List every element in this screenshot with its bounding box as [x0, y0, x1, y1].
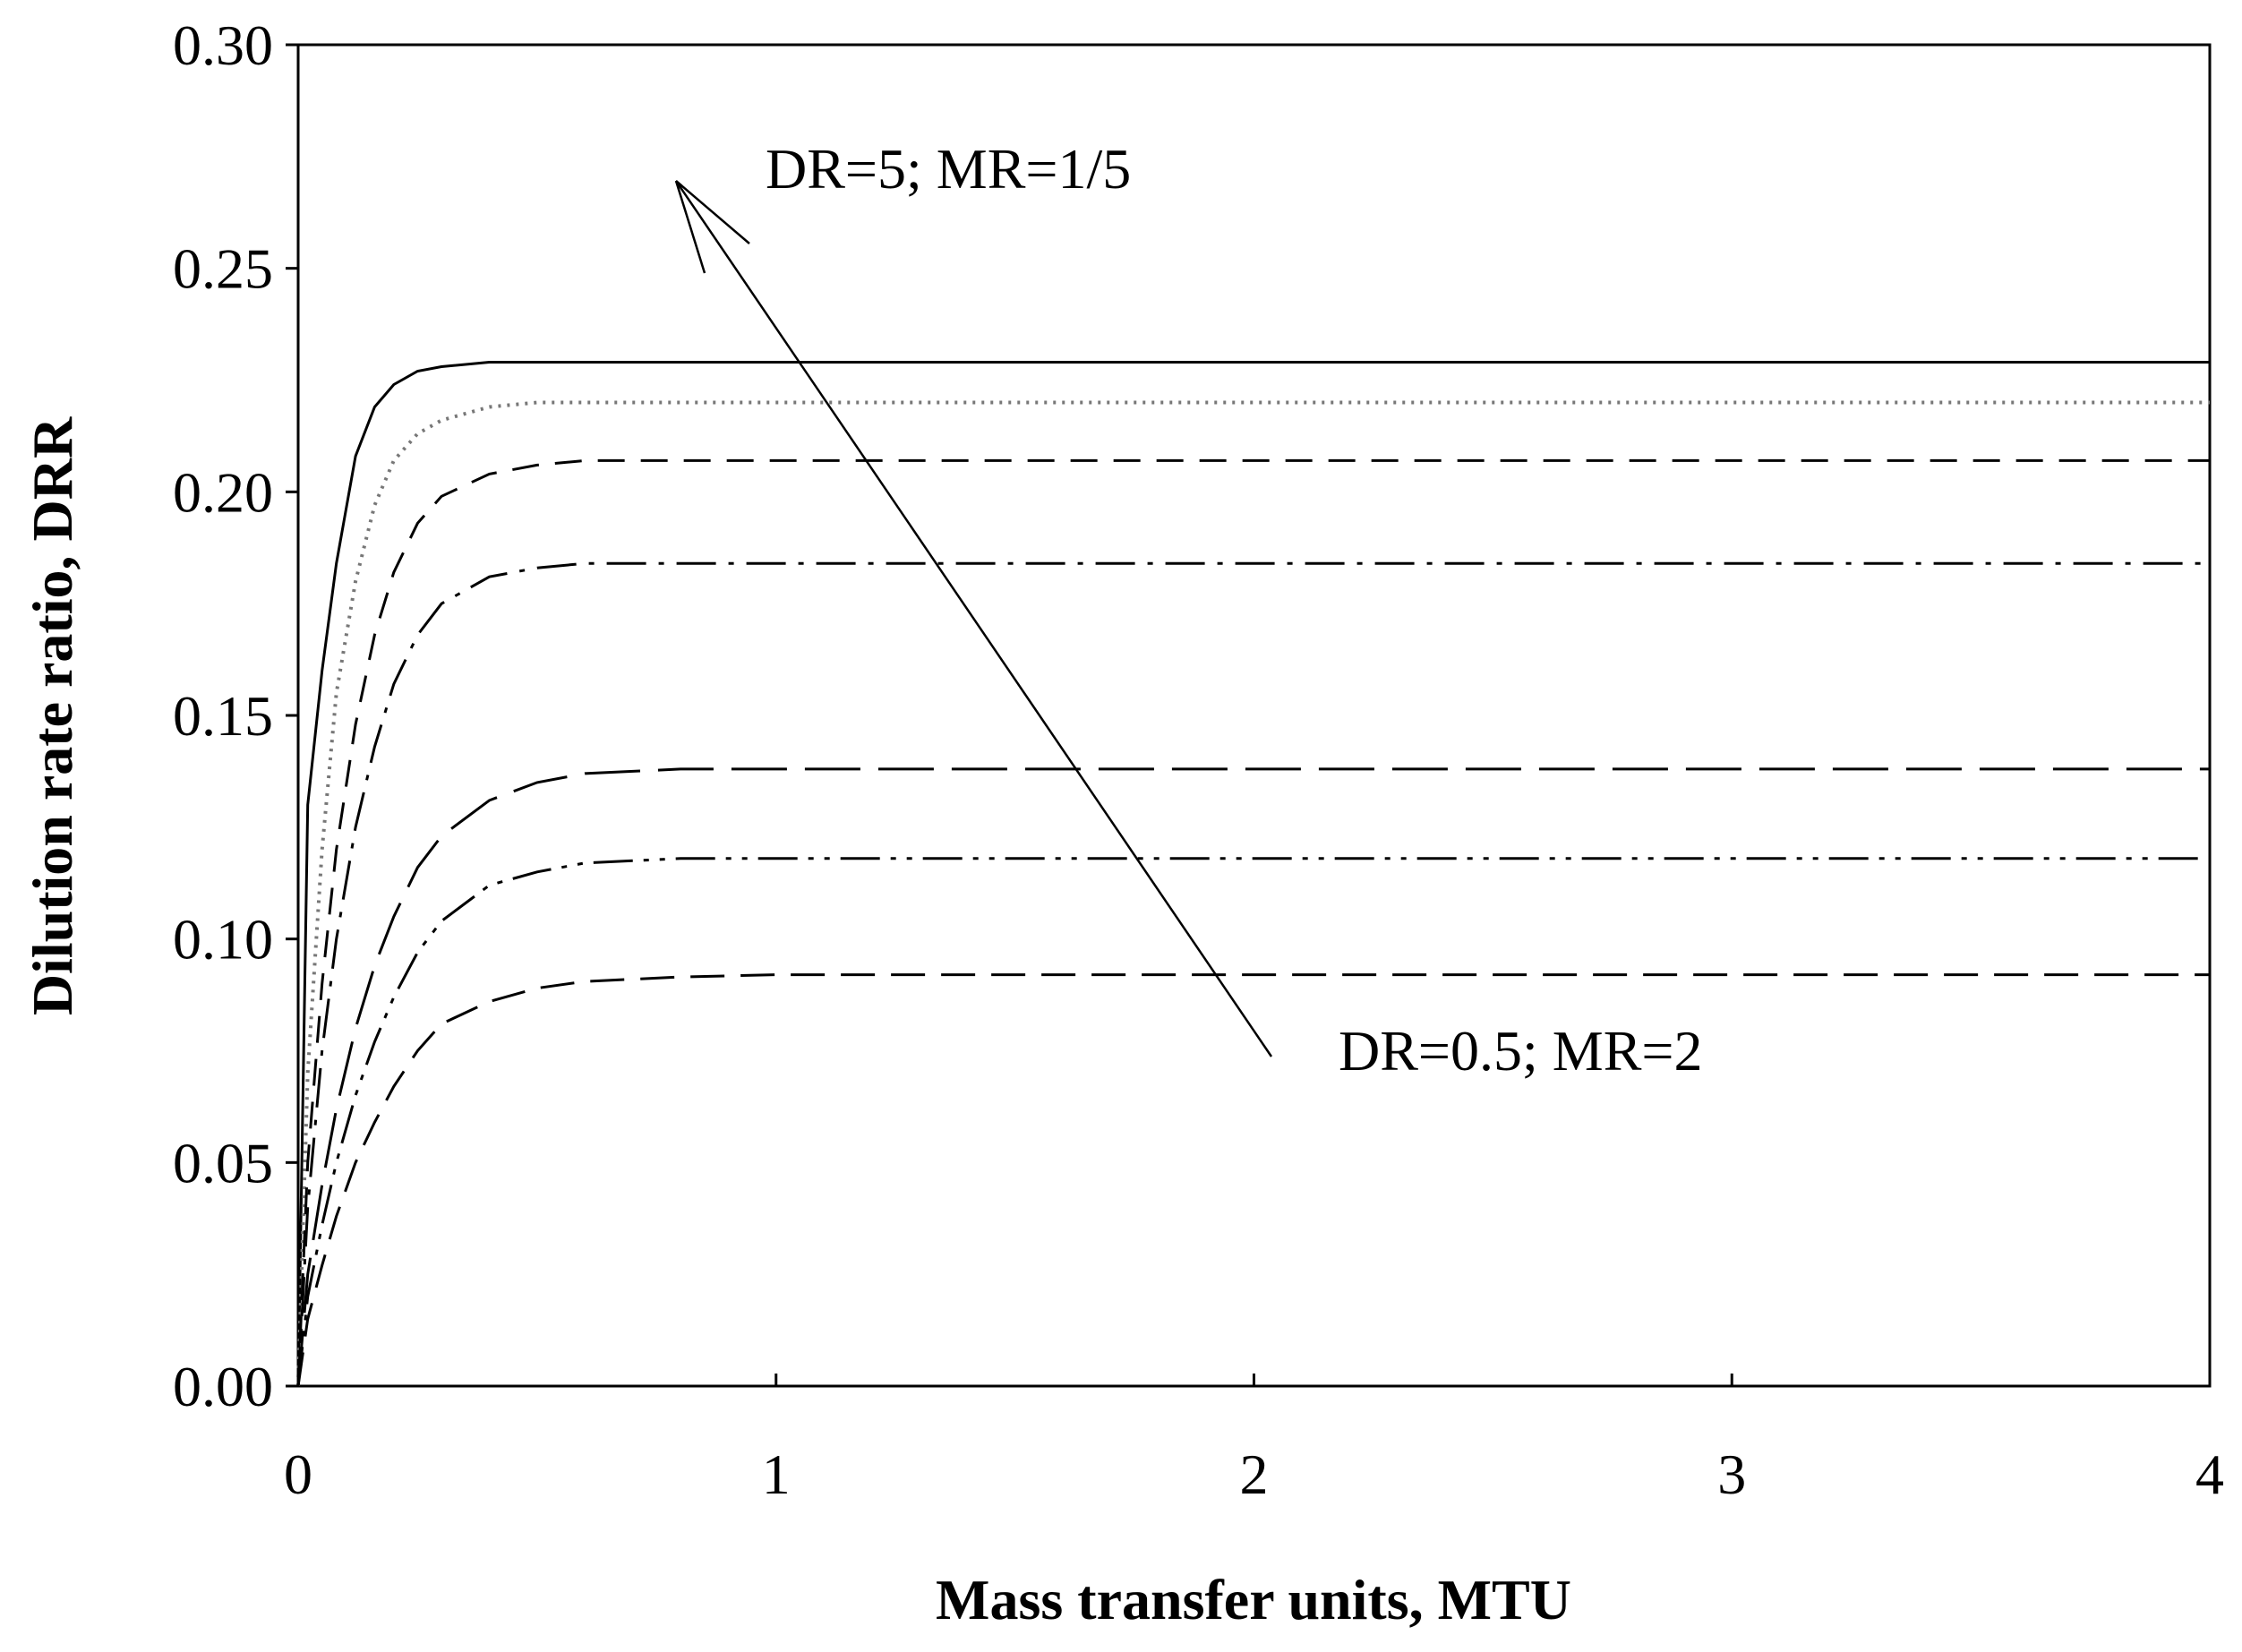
y-tick-label-3: 0.15	[173, 684, 273, 748]
annotation-top: DR=5; MR=1/5	[766, 137, 1131, 201]
trend-arrow-head-right	[675, 180, 750, 244]
trend-arrow	[674, 180, 1273, 1057]
series-line-1	[296, 361, 2210, 1387]
x-tick-label-3: 3	[1717, 1442, 1746, 1506]
plot-area	[296, 43, 2212, 1388]
y-tick-label-2: 0.10	[173, 908, 273, 972]
annotation-bottom: DR=0.5; MR=2	[1339, 1019, 1702, 1083]
series-line-4	[296, 561, 2210, 1387]
y-tick-label-4: 0.20	[173, 460, 273, 524]
series-line-2	[296, 400, 2210, 1387]
series-line-6	[296, 857, 2210, 1387]
y-tick-label-5: 0.25	[173, 237, 273, 301]
y-ticks: 0.00 0.05 0.10 0.15 0.20 0.25 0.30	[173, 13, 298, 1418]
trend-arrow-line	[674, 180, 1273, 1057]
y-tick-label-6: 0.30	[173, 13, 273, 77]
x-tick-label-1: 1	[762, 1442, 791, 1506]
series-line-5	[296, 767, 2210, 1387]
series-layer	[296, 361, 2210, 1387]
trend-arrow-head-left	[674, 180, 706, 274]
y-axis-title: Dilution rate ratio, DRR	[21, 416, 84, 1015]
x-ticks: 0 1 2 3 4	[284, 1374, 2224, 1506]
y-tick-label-0: 0.00	[173, 1355, 273, 1418]
x-tick-label-0: 0	[284, 1442, 312, 1506]
x-tick-label-4: 4	[2195, 1442, 2224, 1506]
x-axis-title: Mass transfer units, MTU	[936, 1568, 1571, 1631]
x-tick-label-2: 2	[1240, 1442, 1269, 1506]
y-tick-label-1: 0.05	[173, 1131, 273, 1194]
series-line-7	[296, 973, 2210, 1387]
